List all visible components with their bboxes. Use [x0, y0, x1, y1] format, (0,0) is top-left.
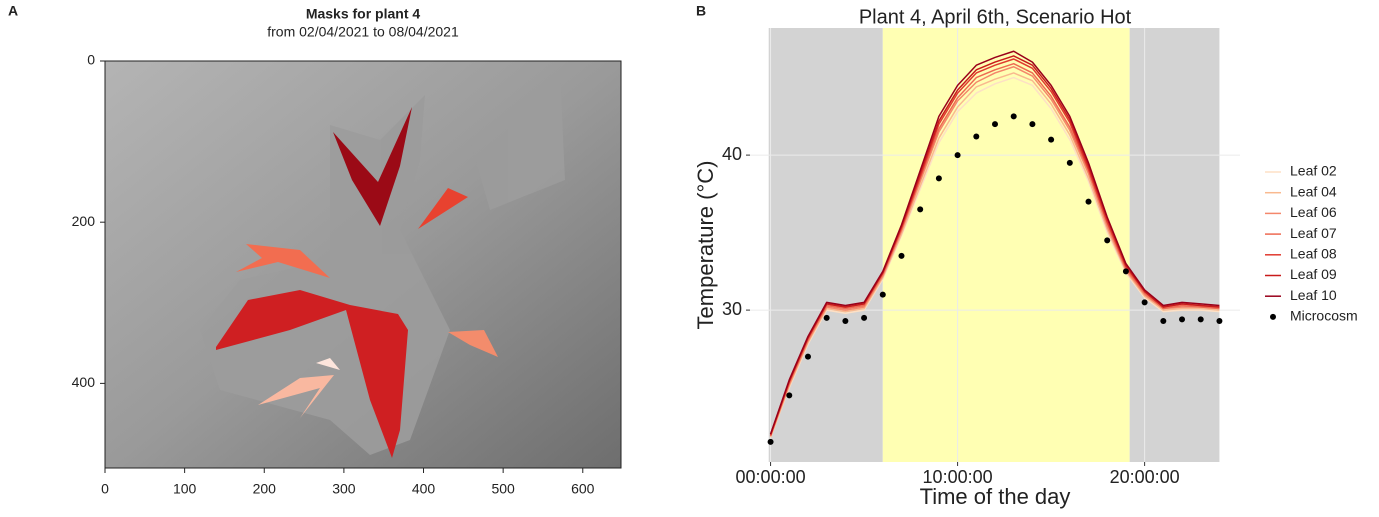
x-axis-title: Time of the day	[920, 484, 1071, 509]
y-tick-label: 0	[87, 52, 95, 68]
y-tick-label: 30	[722, 299, 742, 319]
plot-frame	[104, 60, 622, 469]
x-tick-label: 10:00:00	[923, 467, 993, 487]
data-point	[1216, 317, 1223, 324]
x-tick-label: 00:00:00	[736, 467, 806, 487]
panel-label: A	[8, 3, 18, 19]
data-point	[935, 175, 942, 182]
data-point	[1029, 121, 1036, 128]
mask	[216, 290, 408, 458]
data-point	[842, 317, 849, 324]
data-point	[879, 291, 886, 298]
leaf-masks	[216, 107, 498, 458]
data-point	[898, 252, 905, 259]
mask	[258, 375, 334, 418]
x-tick-label: 100	[173, 481, 197, 497]
series-line	[769, 72, 1220, 438]
background-band	[882, 28, 1130, 462]
data-point	[861, 314, 868, 321]
mask	[418, 188, 468, 229]
data-point	[1197, 316, 1204, 323]
data-point	[804, 353, 811, 360]
legend-label: Leaf 07	[1290, 225, 1337, 241]
x-tick-label: 200	[253, 481, 277, 497]
data-point	[973, 133, 980, 140]
data-point	[1104, 237, 1111, 244]
legend-label: Microcosm	[1290, 308, 1358, 324]
mask	[333, 107, 412, 226]
legend-key	[1270, 313, 1276, 320]
data-point	[1122, 268, 1129, 275]
y-axis-title: Temperature (°C)	[693, 161, 718, 330]
panel-label: B	[696, 3, 706, 19]
x-tick-label: 500	[491, 481, 515, 497]
x-tick-label: 300	[332, 481, 356, 497]
x-tick-label: 0	[101, 481, 109, 497]
data-point	[767, 438, 774, 445]
data-point	[1085, 198, 1092, 205]
x-tick-label: 400	[412, 481, 436, 497]
data-point	[1010, 113, 1017, 120]
data-point	[786, 392, 793, 399]
data-point	[1048, 136, 1055, 143]
x-tick-label: 600	[571, 481, 595, 497]
mask	[236, 244, 330, 278]
mask	[316, 358, 340, 370]
data-point	[1066, 159, 1073, 166]
legend-label: Leaf 08	[1290, 246, 1337, 262]
y-tick-label: 40	[722, 144, 742, 164]
panel-a: A Masks for plant 4 from 02/04/2021 to 0…	[8, 3, 622, 497]
series-line	[769, 66, 1220, 436]
series-line	[769, 50, 1220, 435]
y-tick-label: 400	[72, 374, 96, 390]
data-point	[1179, 316, 1186, 323]
data-point	[823, 314, 830, 321]
series-line	[769, 62, 1220, 436]
data-point	[992, 121, 998, 128]
background-band	[1129, 28, 1220, 462]
legend-label: Leaf 06	[1290, 204, 1337, 220]
chart-title: Masks for plant 4	[306, 6, 421, 22]
legend-label: Leaf 10	[1290, 287, 1337, 303]
series-line	[769, 55, 1220, 435]
series-line	[769, 76, 1220, 438]
panel-b: B Plant 4, April 6th, Scenario Hot Time …	[693, 3, 1358, 509]
legend-label: Leaf 04	[1290, 183, 1337, 199]
x-tick-label: 20:00:00	[1110, 467, 1180, 487]
chart-subtitle: from 02/04/2021 to 08/04/2021	[267, 24, 459, 40]
data-point	[954, 152, 961, 159]
chart-title: Plant 4, April 6th, Scenario Hot	[859, 6, 1132, 28]
data-point	[1160, 317, 1167, 324]
legend-label: Leaf 09	[1290, 266, 1337, 282]
data-point	[917, 206, 924, 213]
data-point	[1141, 299, 1148, 306]
mask	[448, 330, 498, 357]
legend-label: Leaf 02	[1290, 163, 1337, 179]
y-tick-label: 200	[72, 213, 96, 229]
